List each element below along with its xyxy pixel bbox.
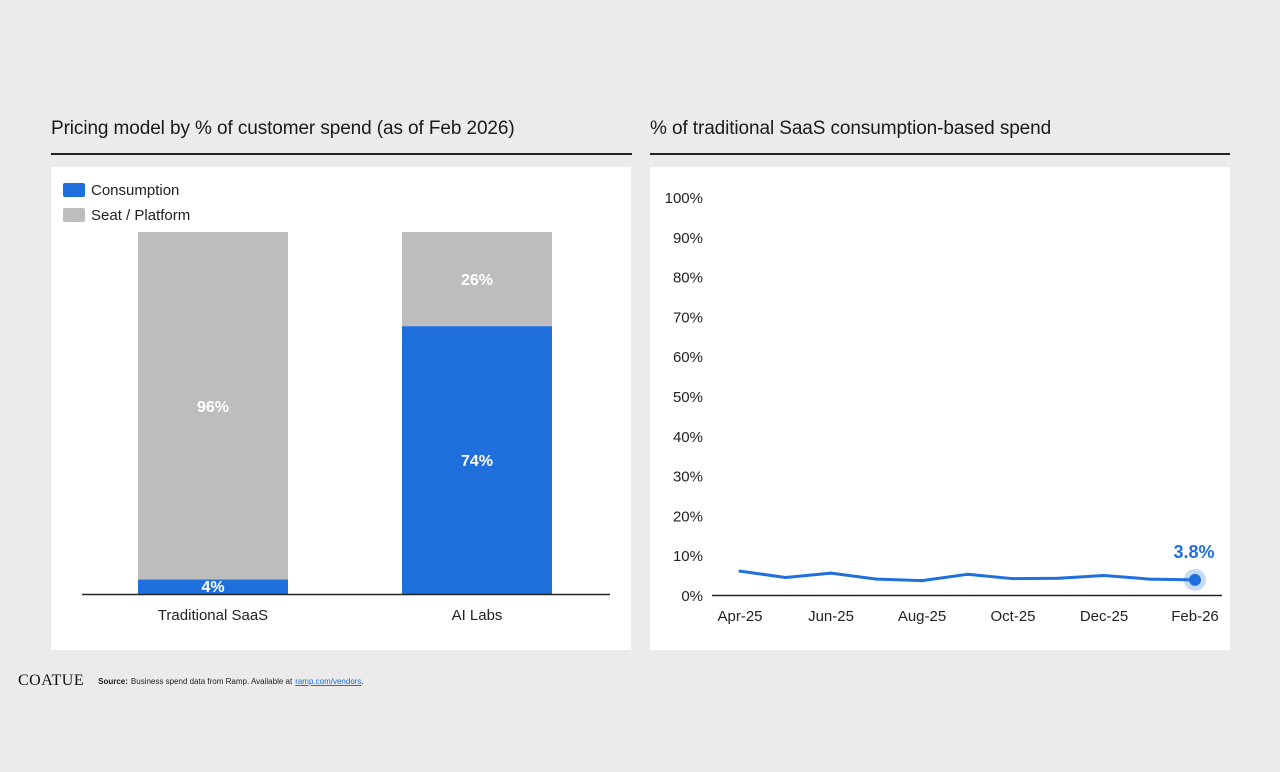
data-point-nov-25 [1057, 576, 1060, 580]
source-link[interactable]: ramp.com/vendors [295, 676, 362, 686]
data-point-apr-25 [738, 569, 742, 573]
bar-traditional-saas-seat-platform [138, 232, 288, 580]
x-tick-label-oct-25: Oct-25 [990, 608, 1035, 625]
stacked-bar-chart: Consumption Seat / Platform 4% 96% Traditi… [63, 182, 610, 624]
last-point-annotation: 3.8% [1173, 542, 1214, 562]
bar-chart-title: Pricing model by % of customer spend (as… [51, 118, 515, 139]
source-end: . [361, 676, 364, 686]
x-tick-label-apr-25: Apr-25 [717, 608, 762, 625]
x-tick-label-jun-25: Jun-25 [808, 608, 854, 625]
bar-label-ai-labs-consumption: 74% [461, 453, 493, 470]
y-tick-label-70: 70% [673, 309, 703, 326]
y-tick-label-60: 60% [673, 349, 703, 366]
y-tick-label-80: 80% [673, 270, 703, 287]
line-chart: 0% 10% 20% 30% 40% 50% 60% 70% 80% 90% 100% Apr-25 J… [665, 190, 1222, 625]
data-point-dec-25 [1102, 573, 1106, 577]
bar-label-traditional-saas-seat-platform: 96% [197, 399, 229, 416]
source-text: Business spend data from Ramp. Available… [130, 676, 293, 686]
bar-chart-title-rule [51, 153, 632, 155]
data-point-oct-25 [1011, 577, 1015, 581]
legend-label-consumption[interactable]: Consumption [91, 182, 179, 199]
x-tick-label-traditional-saas: Traditional SaaS [158, 607, 268, 624]
bar-marks: 4% 96% Traditional SaaS 74% 26% AI Labs [138, 232, 552, 624]
data-point-jun-25 [829, 571, 833, 575]
x-tick-label-ai-labs: AI Labs [452, 607, 503, 624]
bar-label-traditional-saas-consumption: 4% [201, 579, 224, 596]
data-point-may-25 [784, 575, 787, 579]
x-tick-label-dec-25: Dec-25 [1080, 608, 1128, 625]
y-tick-label-0: 0% [681, 588, 703, 605]
line-marks: 0% 10% 20% 30% 40% 50% 60% 70% 80% 90% 100% Apr-25 J… [665, 190, 1222, 625]
y-tick-label-90: 90% [673, 230, 703, 247]
footer: COATUE Source: Business spend data from … [18, 672, 364, 690]
line-chart-title-rule [650, 153, 1230, 155]
y-tick-label-50: 50% [673, 389, 703, 406]
data-point-jan-26 [1148, 577, 1151, 581]
y-tick-label-20: 20% [673, 508, 703, 525]
bar-label-ai-labs-seat-platform: 26% [461, 272, 493, 289]
data-point-jul-25 [875, 577, 878, 581]
legend-swatch-seat-platform [63, 208, 85, 222]
bar-chart-card: Consumption Seat / Platform 4% 96% Traditi… [51, 167, 631, 650]
source-label: Source: [98, 676, 128, 686]
x-tick-label-feb-26: Feb-26 [1171, 608, 1219, 625]
coatue-logo: COATUE [18, 672, 85, 689]
y-tick-label-100: 100% [665, 190, 703, 207]
data-point-sep-25 [966, 572, 969, 576]
series-line-consumption-share [738, 569, 1197, 583]
bar-traditional-saas-consumption [138, 579, 288, 594]
x-tick-label-aug-25: Aug-25 [898, 608, 946, 625]
y-tick-label-30: 30% [673, 469, 703, 486]
bar-ai-labs-seat-platform [402, 232, 552, 327]
line-chart-card: 0% 10% 20% 30% 40% 50% 60% 70% 80% 90% 100% Apr-25 J… [650, 167, 1230, 650]
line-chart-title: % of traditional SaaS consumption-based … [650, 118, 1052, 139]
y-tick-label-40: 40% [673, 429, 703, 446]
bar-ai-labs-consumption [402, 326, 552, 594]
legend-label-seat-platform[interactable]: Seat / Platform [91, 207, 190, 224]
data-point-aug-25 [920, 579, 924, 583]
last-point-marker [1189, 573, 1201, 586]
y-tick-label-10: 10% [673, 548, 703, 565]
legend: Consumption Seat / Platform [63, 182, 190, 224]
legend-swatch-consumption [63, 183, 85, 197]
